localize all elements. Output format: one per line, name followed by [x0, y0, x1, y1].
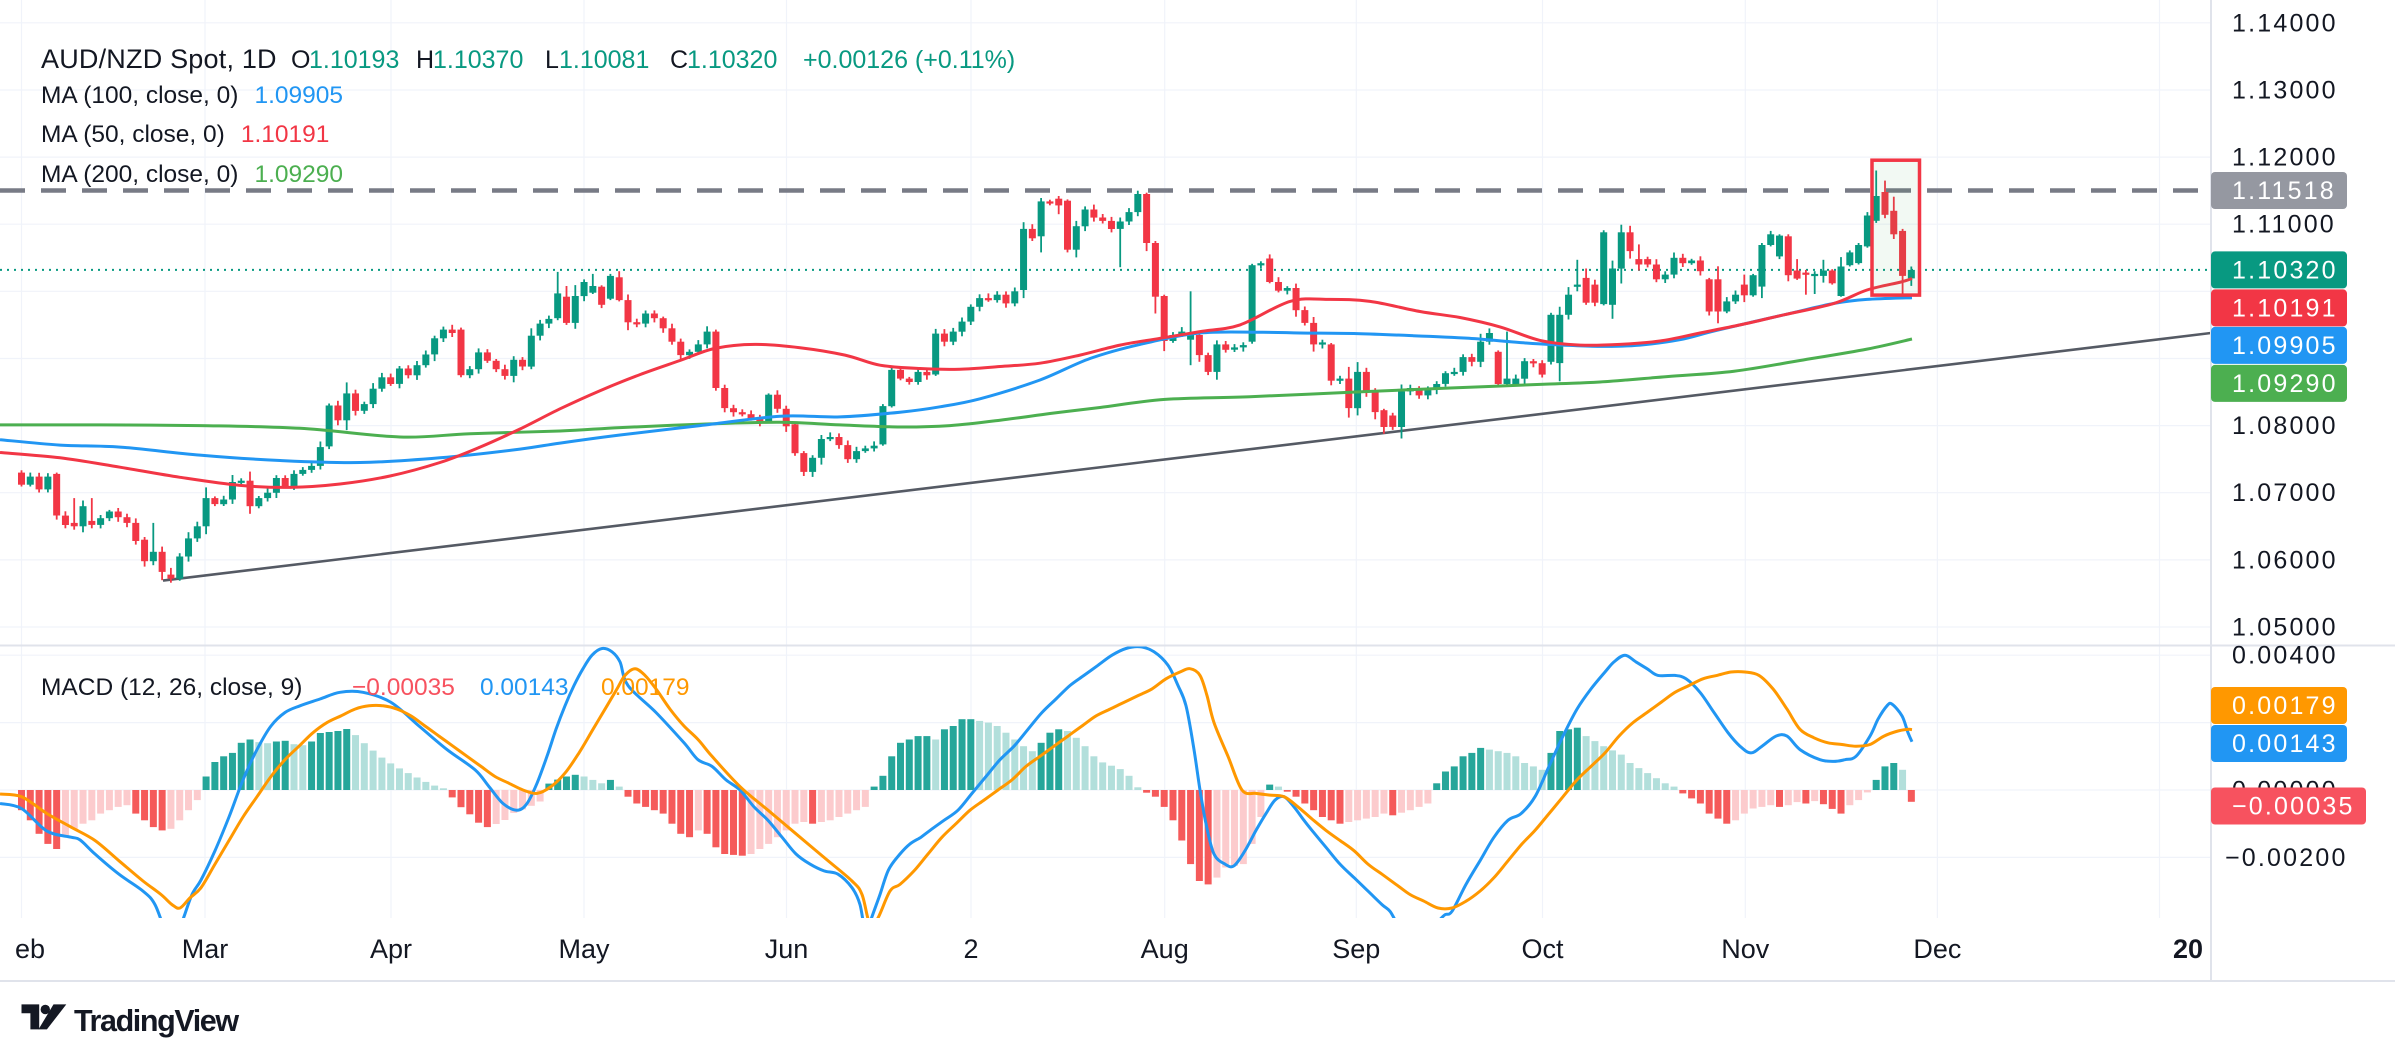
svg-text:1.12000: 1.12000 — [2232, 144, 2338, 172]
svg-text:1.11518: 1.11518 — [2232, 177, 2336, 205]
svg-text:1.10191: 1.10191 — [2232, 294, 2338, 322]
svg-text:−0.00200: −0.00200 — [2225, 844, 2348, 872]
svg-text:0.00143: 0.00143 — [2232, 730, 2338, 758]
svg-text:Mar: Mar — [182, 934, 229, 964]
svg-text:1.10320: 1.10320 — [2232, 256, 2338, 284]
svg-text:Nov: Nov — [1721, 934, 1770, 964]
svg-text:AUD/NZD Spot, 1D: AUD/NZD Spot, 1D — [41, 44, 277, 74]
svg-text:eb: eb — [15, 934, 45, 964]
svg-text:MA (200, close, 0)1.09290: MA (200, close, 0) 1.09290 — [41, 161, 343, 188]
svg-text:Aug: Aug — [1141, 934, 1189, 964]
svg-text:1.07000: 1.07000 — [2232, 479, 2338, 507]
svg-text:Sep: Sep — [1332, 934, 1380, 964]
svg-text:Apr: Apr — [370, 934, 412, 964]
svg-text:1.09905: 1.09905 — [2232, 332, 2338, 360]
svg-text:0.00179: 0.00179 — [2232, 692, 2338, 720]
svg-text:Dec: Dec — [1913, 934, 1961, 964]
svg-text:−0.00035: −0.00035 — [2232, 793, 2355, 821]
svg-text:MA (50, close, 0)1.10191: MA (50, close, 0) 1.10191 — [41, 121, 329, 148]
svg-text:0.00400: 0.00400 — [2232, 642, 2338, 670]
svg-text:1.05000: 1.05000 — [2232, 614, 2338, 642]
svg-text:1.08000: 1.08000 — [2232, 412, 2338, 440]
svg-text:1.14000: 1.14000 — [2232, 9, 2338, 37]
svg-text:MA (100, close, 0)1.09905: MA (100, close, 0) 1.09905 — [41, 82, 343, 109]
svg-text:TradingView: TradingView — [74, 1004, 239, 1038]
svg-text:Oct: Oct — [1521, 934, 1564, 964]
svg-text:1.13000: 1.13000 — [2232, 77, 2338, 105]
svg-text:MACD (12, 26, close, 9)−0.0003: MACD (12, 26, close, 9) −0.00035 0.00143 0.… — [41, 674, 690, 701]
svg-text:1.11000: 1.11000 — [2232, 211, 2336, 239]
svg-text:2: 2 — [963, 934, 978, 964]
svg-text:Jun: Jun — [765, 934, 809, 964]
svg-text:1.06000: 1.06000 — [2232, 546, 2338, 574]
svg-text:20: 20 — [2173, 934, 2203, 964]
svg-text:May: May — [558, 934, 610, 964]
svg-text:1.09290: 1.09290 — [2232, 370, 2338, 398]
